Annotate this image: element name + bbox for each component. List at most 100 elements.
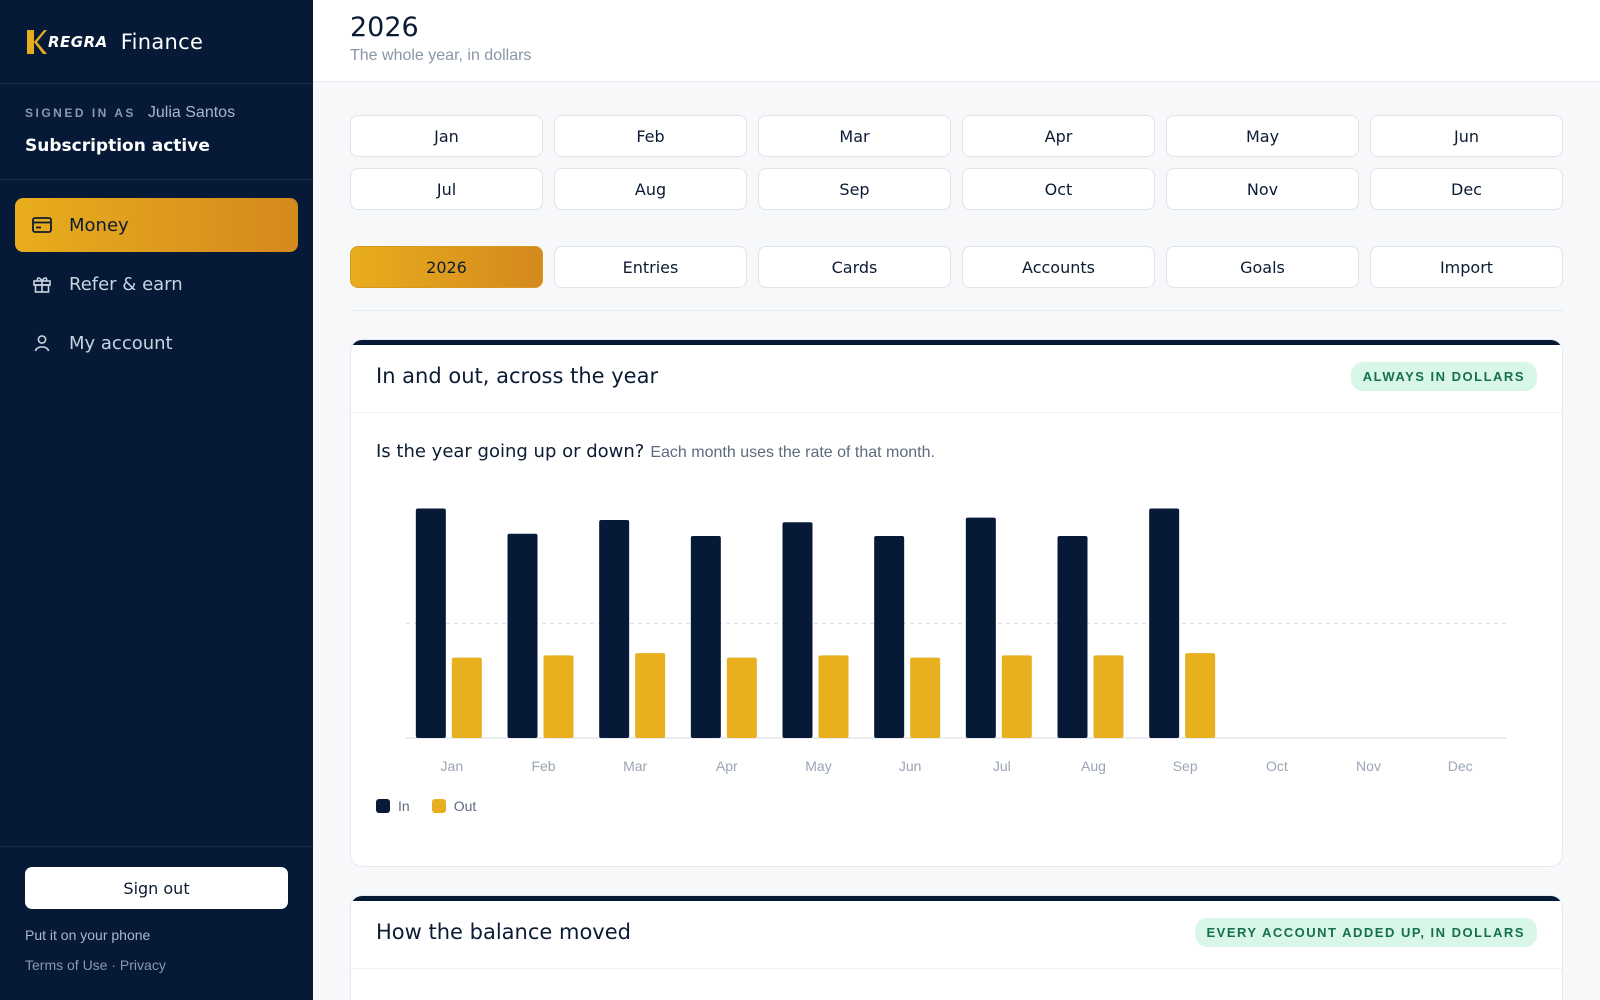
sidebar-item-money[interactable]: Money <box>15 198 298 252</box>
bar-in-feb[interactable] <box>507 533 538 738</box>
legend-label: Out <box>453 798 477 814</box>
legend-item-in: In <box>376 798 410 814</box>
view-tabs: 2026 Entries Cards Accounts Goals Import <box>350 246 1563 288</box>
bar-in-jun[interactable] <box>874 536 905 738</box>
sidebar: REGRA Finance SIGNED IN AS Julia Santos … <box>0 0 313 1000</box>
page-title: 2026 <box>350 12 419 43</box>
bar-out-aug[interactable] <box>1093 655 1124 738</box>
sidebar-item-account[interactable]: My account <box>15 316 298 370</box>
brand[interactable]: REGRA Finance <box>0 0 313 84</box>
brand-app-name: Finance <box>120 29 204 54</box>
legend-swatch <box>376 799 390 813</box>
legend-label: In <box>398 798 410 814</box>
tab-accounts[interactable]: Accounts <box>962 246 1155 288</box>
x-tick-label: Aug <box>1081 758 1106 774</box>
currency-badge: ALWAYS IN DOLLARS <box>1350 361 1537 391</box>
bar-out-apr[interactable] <box>726 657 757 738</box>
month-button-nov[interactable]: Nov <box>1166 168 1359 210</box>
month-button-aug[interactable]: Aug <box>554 168 747 210</box>
chart-note: Each month uses the rate of that month. <box>650 444 935 461</box>
signed-in-panel: SIGNED IN AS Julia Santos Subscription a… <box>0 84 313 180</box>
chart-question: Is the year going up or down? Each month… <box>351 413 1562 462</box>
user-icon <box>31 332 53 354</box>
chart-legend: In Out <box>351 798 1562 814</box>
month-button-sep[interactable]: Sep <box>758 168 951 210</box>
brand-logo: REGRA <box>25 28 108 56</box>
card-title: In and out, across the year <box>376 364 659 388</box>
tab-entries[interactable]: Entries <box>554 246 747 288</box>
legend-swatch <box>431 799 446 813</box>
in-out-chart: Jan Feb Mar Apr May Jun Jul Aug Sep Oct Nov Dec <box>406 508 1506 774</box>
tab-cards[interactable]: Cards <box>758 246 951 288</box>
sign-out-button[interactable]: Sign out <box>25 867 288 909</box>
month-selector: Jan Feb Mar Apr May Jun Jul Aug Sep Oct … <box>350 115 1563 210</box>
x-tick-label: Jun <box>899 758 922 774</box>
legal-links: Terms of Use · Privacy <box>25 957 288 973</box>
bar-out-may[interactable] <box>818 655 849 738</box>
legal-separator: · <box>111 957 117 973</box>
terms-link[interactable]: Terms of Use <box>25 957 108 973</box>
x-tick-label: Apr <box>716 758 738 774</box>
bar-out-sep[interactable] <box>1185 653 1216 738</box>
subscription-status: Subscription active <box>25 136 210 156</box>
gift-icon <box>31 273 53 295</box>
card-title: How the balance moved <box>376 920 631 944</box>
bar-out-feb[interactable] <box>543 655 574 738</box>
x-tick-label: Mar <box>623 758 647 774</box>
x-tick-label: Dec <box>1448 758 1473 774</box>
bar-in-mar[interactable] <box>599 519 630 738</box>
sidebar-nav: Money Refer & earn My account <box>0 180 313 393</box>
brand-k-icon <box>27 29 47 54</box>
month-button-may[interactable]: May <box>1166 115 1359 157</box>
x-tick-label: Feb <box>531 758 555 774</box>
get-app-link[interactable]: Put it on your phone <box>25 927 151 943</box>
sidebar-item-refer[interactable]: Refer & earn <box>15 257 298 311</box>
bar-in-sep[interactable] <box>1149 508 1180 738</box>
bar-out-jul[interactable] <box>1001 655 1032 738</box>
x-tick-label: May <box>805 758 831 774</box>
in-out-card: In and out, across the year ALWAYS IN DO… <box>350 339 1563 867</box>
month-button-feb[interactable]: Feb <box>554 115 747 157</box>
legend-item-out: Out <box>431 798 477 814</box>
page-header: 2026 The whole year, in dollars <box>313 0 1600 82</box>
x-tick-label: Sep <box>1173 758 1198 774</box>
bar-out-jun[interactable] <box>910 657 941 738</box>
x-tick-label: Jul <box>993 758 1011 774</box>
x-tick-label: Nov <box>1356 758 1381 774</box>
month-button-oct[interactable]: Oct <box>962 168 1155 210</box>
sidebar-footer: Sign out Put it on your phone Terms of U… <box>0 846 313 1000</box>
bar-in-jan[interactable] <box>415 508 446 738</box>
bar-out-jan[interactable] <box>451 657 482 738</box>
x-tick-label: Jan <box>441 758 464 774</box>
tab-goals[interactable]: Goals <box>1166 246 1359 288</box>
month-button-jan[interactable]: Jan <box>350 115 543 157</box>
bar-out-mar[interactable] <box>635 653 666 738</box>
month-button-mar[interactable]: Mar <box>758 115 951 157</box>
month-button-jun[interactable]: Jun <box>1370 115 1563 157</box>
privacy-link[interactable]: Privacy <box>119 957 166 973</box>
signed-in-label: SIGNED IN AS <box>25 106 136 120</box>
month-button-apr[interactable]: Apr <box>962 115 1155 157</box>
section-divider <box>350 310 1563 311</box>
bar-in-jul[interactable] <box>965 517 996 738</box>
month-button-dec[interactable]: Dec <box>1370 168 1563 210</box>
user-name: Julia Santos <box>147 104 236 121</box>
currency-badge: EVERY ACCOUNT ADDED UP, IN DOLLARS <box>1194 917 1537 947</box>
balance-card: How the balance moved EVERY ACCOUNT ADDE… <box>350 895 1563 1000</box>
bar-in-may[interactable] <box>782 522 813 738</box>
card-header: How the balance moved EVERY ACCOUNT ADDE… <box>351 896 1562 969</box>
tab-year[interactable]: 2026 <box>350 246 543 288</box>
sidebar-item-label: Refer & earn <box>69 273 183 295</box>
card-icon <box>31 214 53 236</box>
bar-in-apr[interactable] <box>690 536 721 738</box>
brand-logo-text: REGRA <box>48 32 108 51</box>
x-tick-label: Oct <box>1266 758 1288 774</box>
chart-question-text: Is the year going up or down? <box>376 441 645 462</box>
month-button-jul[interactable]: Jul <box>350 168 543 210</box>
main-controls: Jan Feb Mar Apr May Jun Jul Aug Sep Oct … <box>350 115 1563 311</box>
card-header: In and out, across the year ALWAYS IN DO… <box>351 340 1562 413</box>
bar-in-aug[interactable] <box>1057 536 1088 738</box>
tab-import[interactable]: Import <box>1370 246 1563 288</box>
page-subtitle: The whole year, in dollars <box>350 47 532 64</box>
sidebar-item-label: Money <box>69 214 129 236</box>
